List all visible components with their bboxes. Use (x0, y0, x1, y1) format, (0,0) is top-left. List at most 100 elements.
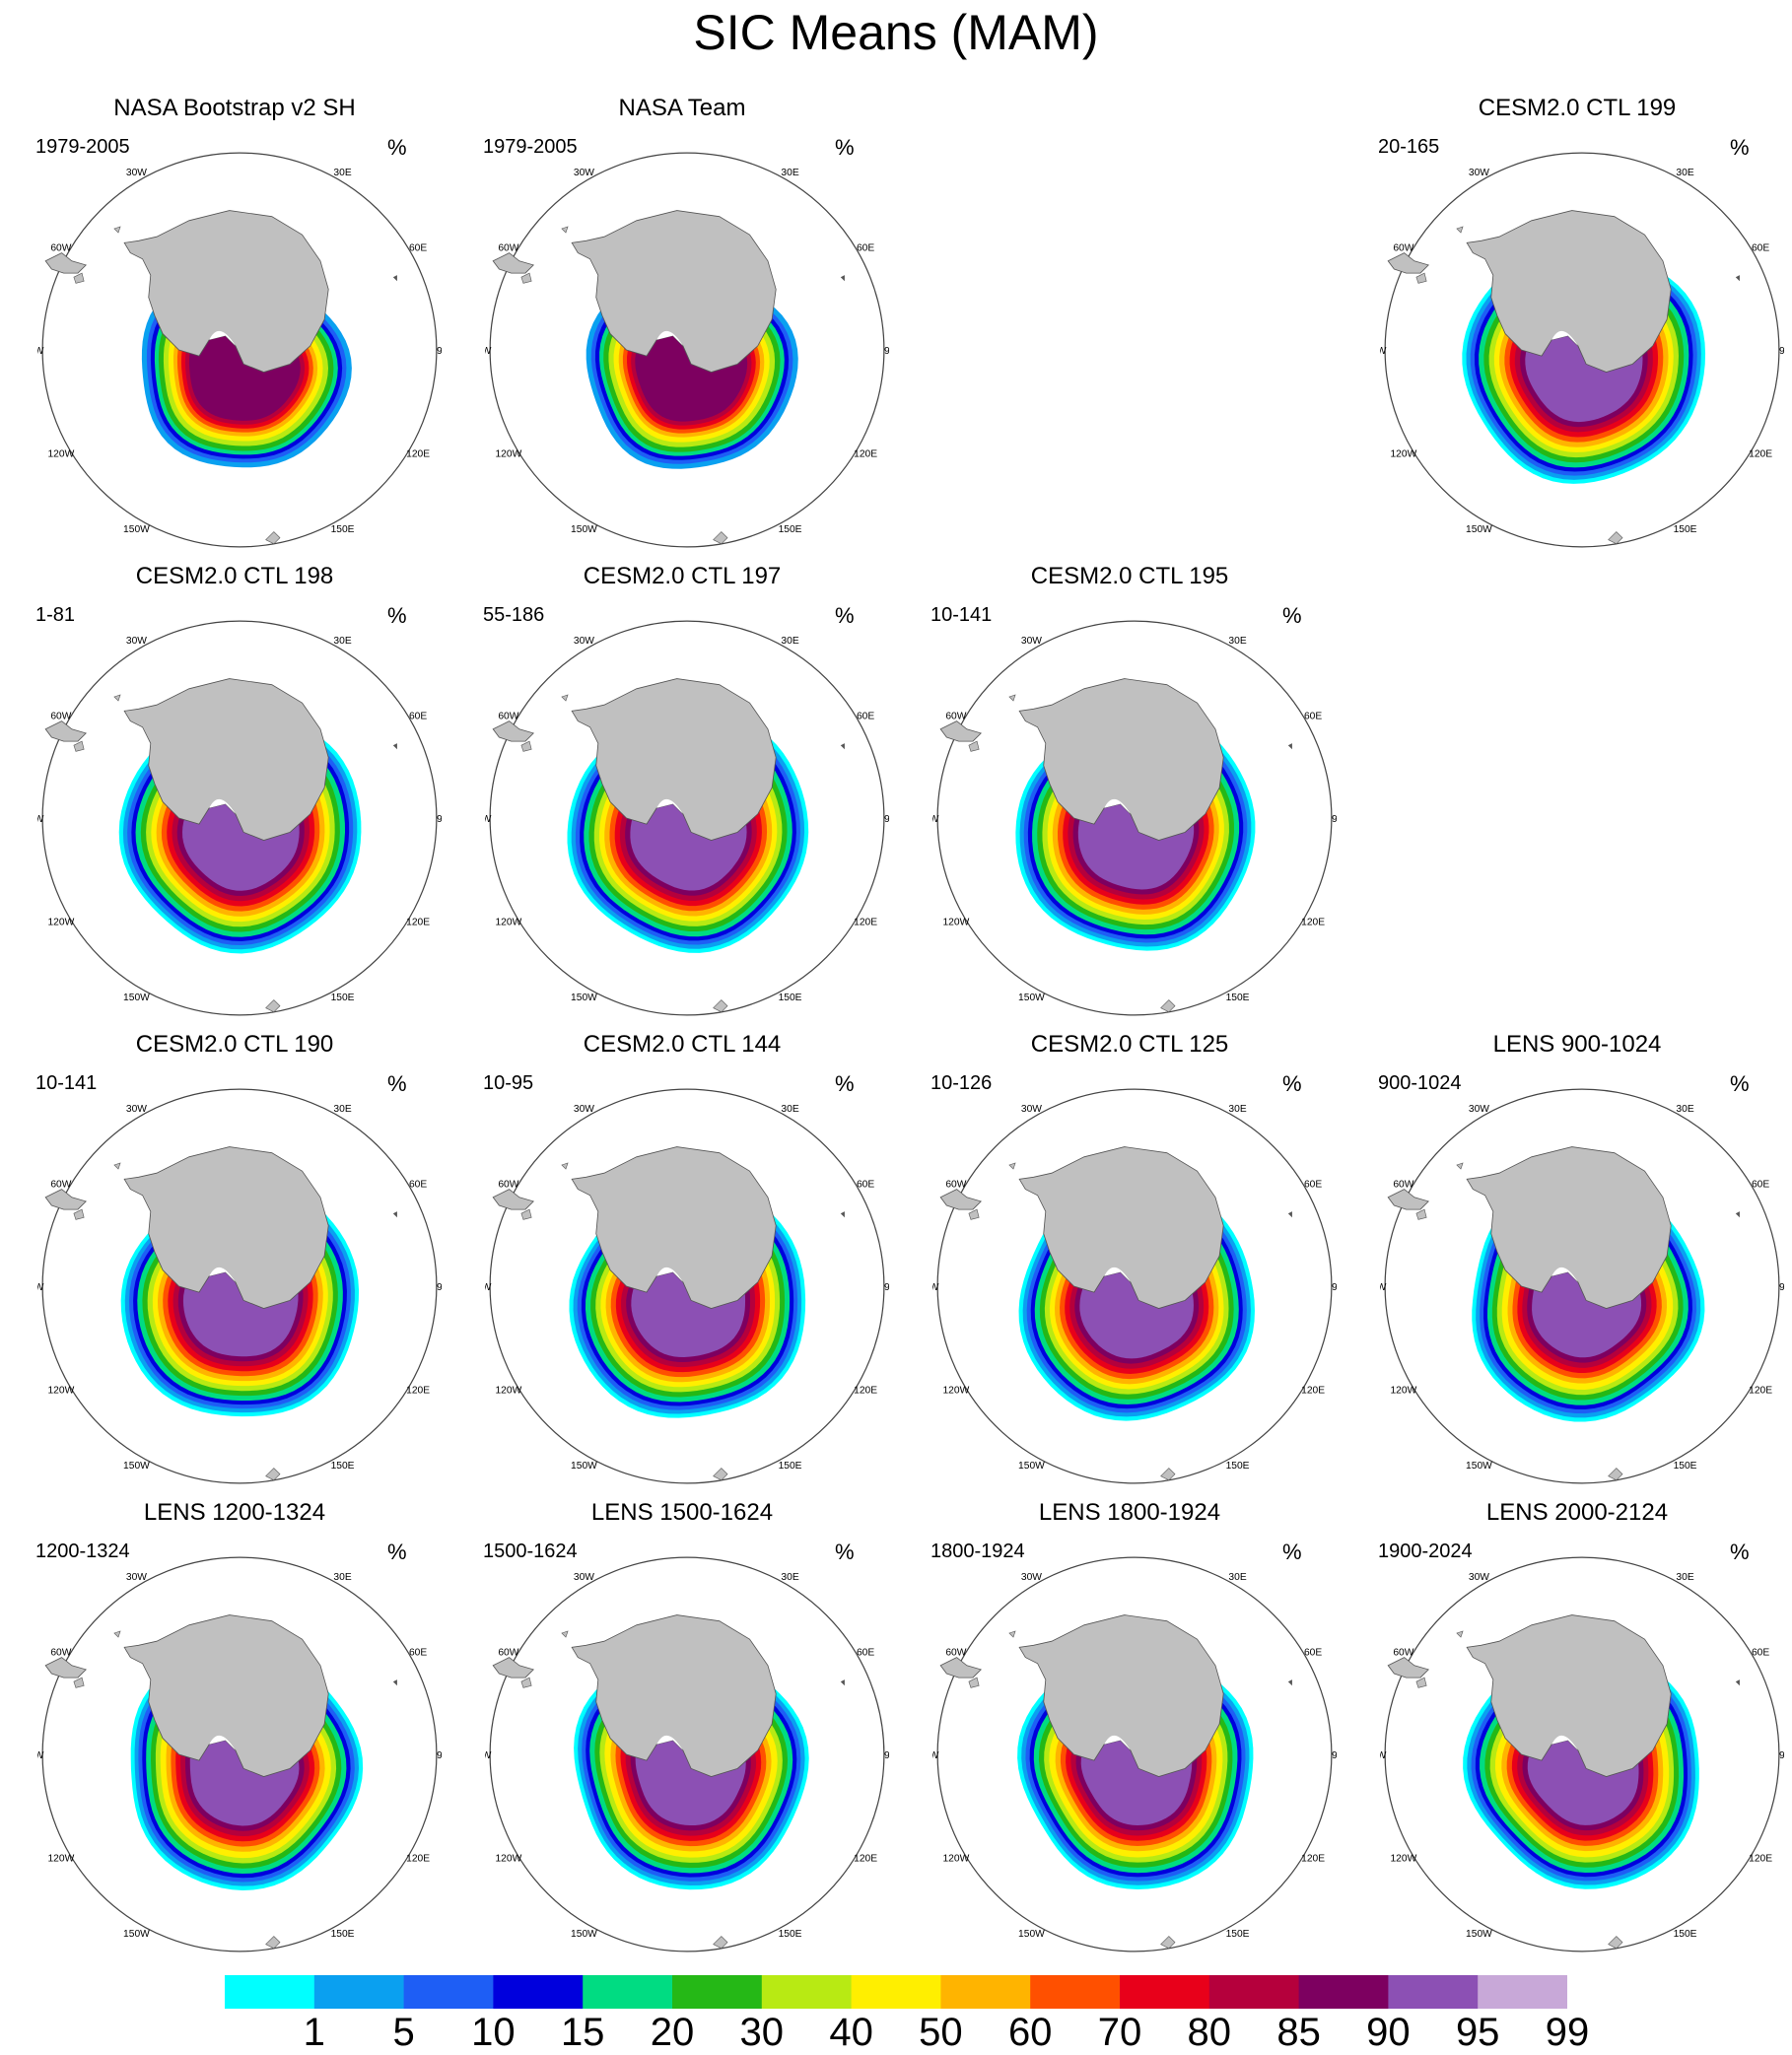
longitude-label: 120E (1301, 918, 1325, 928)
longitude-label: 90W (932, 1750, 939, 1761)
longitude-label: 150E (779, 1461, 802, 1472)
longitude-label: 150W (123, 524, 150, 535)
south-america-tip (939, 1189, 982, 1210)
map-panel: NASA Bootstrap v2 SH 1979-2005% 0 30E 60E 90E… (35, 87, 442, 550)
longitude-label: 150W (571, 1929, 597, 1940)
kerguelen-island (840, 1679, 845, 1686)
antarctica-landmass (123, 1146, 329, 1309)
longitude-label: 0 (1132, 616, 1137, 619)
panel-title: CESM2.0 CTL 190 (135, 1031, 334, 1058)
ross-ice-shelf (209, 1267, 236, 1282)
longitude-label: 120E (1301, 1386, 1325, 1397)
map-panel: CESM2.0 CTL 125 10-126% 0 30E 60E 90E 120E 150E… (930, 1023, 1337, 1486)
longitude-label: 90W (37, 346, 44, 357)
longitude-label: 150E (779, 993, 802, 1003)
longitude-label: 120W (942, 1854, 969, 1865)
colorbar-tick-label: 95 (1455, 2011, 1500, 2054)
longitude-label: 0 (684, 148, 690, 151)
kerguelen-island (1735, 1211, 1740, 1218)
ross-ice-shelf (1551, 1735, 1578, 1750)
map-panel: CESM2.0 CTL 197 55-186% 0 30E 60E 90E 120E 150E… (483, 555, 889, 1018)
longitude-label: 120E (854, 449, 877, 460)
island (73, 272, 85, 284)
colorbar-tick-label: 90 (1366, 2011, 1411, 2054)
polar-map: 030E60E90E120E150E180150W120W90W60W30W (1380, 1084, 1784, 1484)
south-america-tip (1387, 1189, 1429, 1210)
longitude-label: 90E (1779, 346, 1784, 357)
longitude-label: 30E (1228, 1104, 1246, 1115)
longitude-label: 90E (1779, 1282, 1784, 1293)
longitude-label: 90E (884, 1282, 889, 1293)
longitude-label: 90W (485, 1282, 492, 1293)
longitude-label: 60E (1752, 1648, 1769, 1659)
longitude-label: 30W (1469, 1572, 1489, 1583)
longitude-label: 120W (942, 1386, 969, 1397)
longitude-label: 150E (331, 1461, 355, 1472)
longitude-label: 150W (571, 1461, 597, 1472)
island (520, 1677, 532, 1688)
longitude-label: 150W (571, 524, 597, 535)
longitude-label: 120E (1749, 1386, 1772, 1397)
longitude-label: 30E (1676, 1104, 1693, 1115)
colorbar-tick-label: 40 (829, 2011, 873, 2054)
colorbar-tick-label: 1 (303, 2011, 325, 2054)
panel-units: % (1730, 1540, 1750, 1564)
longitude-label: 0 (1579, 1084, 1585, 1087)
longitude-label: 60E (1304, 1180, 1322, 1191)
longitude-label: 30E (333, 168, 351, 178)
longitude-label: 60W (498, 712, 518, 722)
longitude-label: 60E (857, 712, 874, 722)
longitude-label: 150E (331, 524, 355, 535)
island (561, 1630, 569, 1638)
longitude-label: 60E (409, 712, 427, 722)
colorbar-swatch (225, 1975, 315, 2009)
south-america-tip (492, 720, 534, 742)
longitude-label: 120W (1390, 1854, 1416, 1865)
longitude-label: 60W (1393, 1180, 1413, 1191)
polar-map: 030E60E90E120E150E180150W120W90W60W30W (932, 1552, 1337, 1952)
new-zealand-tip (1608, 1936, 1623, 1950)
south-america-tip (44, 252, 87, 274)
longitude-label: 120E (406, 449, 430, 460)
longitude-label: 30W (574, 636, 594, 647)
island (113, 694, 121, 702)
longitude-label: 30W (574, 1104, 594, 1115)
panel-title: NASA Team (618, 95, 746, 121)
ross-ice-shelf (1104, 798, 1131, 814)
colorbar-swatch (1208, 1975, 1300, 2009)
longitude-label: 60W (945, 1648, 966, 1659)
longitude-label: 0 (237, 1552, 242, 1555)
panel-title: CESM2.0 CTL 125 (1030, 1031, 1229, 1058)
longitude-label: 150E (1226, 1929, 1250, 1940)
island (968, 1208, 980, 1220)
longitude-label: 90E (437, 1282, 442, 1293)
longitude-label: 0 (1132, 1552, 1137, 1555)
longitude-label: 90E (1779, 1750, 1784, 1761)
panel-title: LENS 2000-2124 (1485, 1499, 1669, 1526)
longitude-label: 90E (1332, 814, 1337, 825)
new-zealand-tip (1608, 531, 1623, 545)
map-panel: NASA Team1979-2005%030E60E90E120E150E180… (483, 87, 889, 550)
longitude-label: 60E (1752, 1180, 1769, 1191)
new-zealand-tip (1160, 1936, 1176, 1950)
panel-units: % (835, 1071, 855, 1096)
map-panel: LENS 1800-1924 1800-1924% 0 30E 60E 90E 120E 15… (930, 1491, 1337, 1954)
new-zealand-tip (1608, 1468, 1623, 1481)
panel-title: LENS 1500-1624 (590, 1499, 774, 1526)
polar-map: 030E60E90E120E150E180150W120W90W60W30W (37, 1552, 442, 1952)
longitude-label: 60E (857, 243, 874, 254)
polar-map: 030E60E90E120E150E180150W120W90W60W30W (485, 1552, 889, 1952)
south-america-tip (939, 1657, 982, 1678)
colorbar-tick-label: 30 (739, 2011, 785, 2054)
kerguelen-island (1287, 1679, 1292, 1686)
longitude-label: 30W (126, 168, 147, 178)
panel-units: % (1282, 1540, 1302, 1564)
longitude-label: 0 (237, 148, 242, 151)
polar-map: 030E60E90E120E150E180150W120W90W60W30W (37, 616, 442, 1016)
longitude-label: 30E (333, 636, 351, 647)
longitude-label: 150E (1674, 1461, 1697, 1472)
map-panel: CESM2.0 CTL 195 10-141% 0 30E 60E 90E 120E 150E… (930, 555, 1337, 1018)
longitude-label: 120E (854, 1386, 877, 1397)
island (113, 1630, 121, 1638)
island (968, 1677, 980, 1688)
